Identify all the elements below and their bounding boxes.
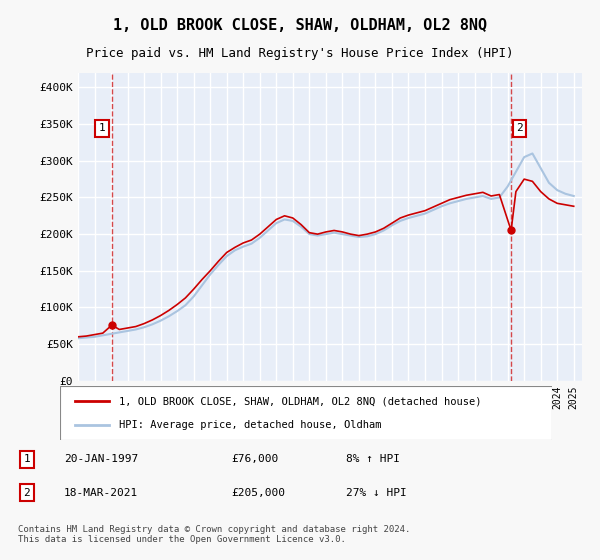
Text: 20-JAN-1997: 20-JAN-1997 <box>64 454 138 464</box>
Text: HPI: Average price, detached house, Oldham: HPI: Average price, detached house, Oldh… <box>119 419 382 430</box>
Text: 2: 2 <box>23 488 30 498</box>
Text: 1: 1 <box>23 454 30 464</box>
Text: 1, OLD BROOK CLOSE, SHAW, OLDHAM, OL2 8NQ (detached house): 1, OLD BROOK CLOSE, SHAW, OLDHAM, OL2 8N… <box>119 396 482 407</box>
Text: 1, OLD BROOK CLOSE, SHAW, OLDHAM, OL2 8NQ: 1, OLD BROOK CLOSE, SHAW, OLDHAM, OL2 8N… <box>113 18 487 33</box>
Text: 8% ↑ HPI: 8% ↑ HPI <box>346 454 400 464</box>
Text: 1: 1 <box>98 123 106 133</box>
Text: £76,000: £76,000 <box>231 454 278 464</box>
FancyBboxPatch shape <box>60 386 552 440</box>
Text: £205,000: £205,000 <box>231 488 285 498</box>
Text: 2: 2 <box>516 123 523 133</box>
Text: Contains HM Land Registry data © Crown copyright and database right 2024.
This d: Contains HM Land Registry data © Crown c… <box>18 525 410 544</box>
Text: 27% ↓ HPI: 27% ↓ HPI <box>346 488 407 498</box>
Text: Price paid vs. HM Land Registry's House Price Index (HPI): Price paid vs. HM Land Registry's House … <box>86 48 514 60</box>
Text: 18-MAR-2021: 18-MAR-2021 <box>64 488 138 498</box>
